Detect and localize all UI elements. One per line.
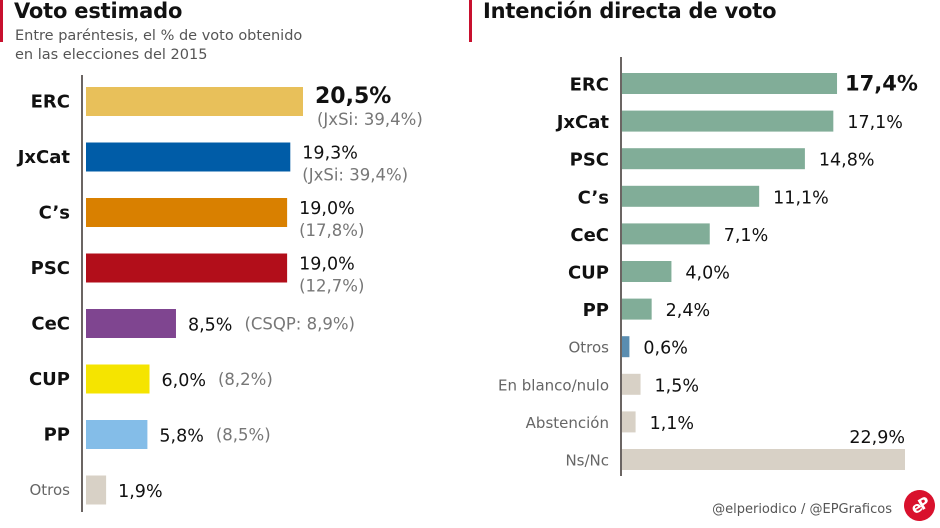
right-value-cup: 4,0%	[685, 264, 729, 284]
right-label-cup: CUP	[568, 263, 609, 284]
right-label-c-s: C’s	[578, 187, 609, 208]
right-bar-cec	[622, 223, 710, 245]
left-bar-psc	[86, 253, 288, 283]
right-value-en-blanco-nulo: 1,5%	[655, 376, 699, 396]
left-prev-cup: (8,2%)	[218, 370, 273, 389]
left-label-erc: ERC	[31, 92, 70, 113]
left-label-jxcat: JxCat	[16, 147, 71, 168]
left-value-cup: 6,0%	[162, 371, 206, 391]
right-label-otros: Otros	[568, 339, 609, 357]
title-accent-right	[469, 0, 472, 42]
left-value-erc: 20,5%	[315, 84, 391, 109]
right-label-en-blanco-nulo: En blanco/nulo	[498, 376, 609, 394]
right-bar-pp	[622, 298, 652, 320]
left-prev-jxcat: (JxSi: 39,4%)	[302, 166, 408, 185]
left-bar-cec	[86, 309, 176, 338]
left-prev-erc: (JxSi: 39,4%)	[317, 110, 423, 129]
left-value-cec: 8,5%	[188, 316, 232, 336]
right-label-ns-nc: Ns/Nc	[565, 452, 609, 470]
right-value-abstenci-n: 1,1%	[650, 414, 694, 434]
right-bar-erc	[622, 73, 838, 94]
right-label-cec: CeC	[570, 225, 609, 246]
footer-credit: @elperiodico / @EPGraficos	[712, 502, 892, 517]
left-prev-pp: (8,5%)	[216, 426, 271, 445]
left-value-jxcat: 19,3%	[302, 144, 358, 164]
right-value-cec: 7,1%	[724, 226, 768, 246]
right-label-erc: ERC	[570, 75, 609, 96]
left-prev-cec: (CSQP: 8,9%)	[244, 315, 355, 334]
right-value-psc: 14,8%	[819, 151, 875, 171]
right-label-abstenci-n: Abstención	[526, 414, 609, 432]
right-bar-otros	[622, 336, 630, 358]
left-bar-c-s	[86, 198, 288, 227]
left-label-pp: PP	[44, 425, 70, 446]
right-value-ns-nc: 22,9%	[849, 428, 905, 448]
right-bar-ns-nc	[622, 449, 905, 470]
left-label-c-s: C’s	[39, 203, 70, 224]
right-bar-jxcat	[622, 110, 834, 132]
right-label-psc: PSC	[570, 150, 609, 171]
left-value-psc: 19,0%	[299, 255, 355, 275]
subtitle-line-2: en las elecciones del 2015	[15, 47, 208, 63]
chart-subtitle: Entre paréntesis, el % de voto obtenido …	[15, 27, 302, 65]
left-label-otros: Otros	[29, 481, 70, 499]
right-value-otros: 0,6%	[643, 339, 687, 359]
chart-title-intencion-directa: Intención directa de voto	[483, 0, 777, 23]
right-value-pp: 2,4%	[666, 301, 710, 321]
chart-title-voto-estimado: Voto estimado	[14, 0, 183, 23]
right-bar-abstenci-n	[622, 411, 636, 433]
right-label-jxcat: JxCat	[555, 112, 610, 133]
right-value-jxcat: 17,1%	[847, 113, 903, 133]
left-value-otros: 1,9%	[118, 482, 162, 502]
left-label-cec: CeC	[31, 314, 70, 335]
left-bar-jxcat	[86, 142, 291, 172]
left-label-cup: CUP	[29, 369, 70, 390]
left-prev-c-s: (17,8%)	[299, 221, 364, 240]
subtitle-line-1: Entre paréntesis, el % de voto obtenido	[15, 28, 303, 44]
right-value-erc: 17,4%	[845, 72, 918, 96]
left-value-pp: 5,8%	[159, 427, 203, 447]
title-accent-left	[0, 0, 3, 42]
left-label-psc: PSC	[31, 258, 70, 279]
left-bar-pp	[86, 420, 148, 449]
right-bar-psc	[622, 148, 805, 170]
right-label-pp: PP	[583, 300, 609, 321]
left-bar-otros	[86, 475, 107, 505]
right-bar-cup	[622, 261, 672, 282]
left-prev-psc: (12,7%)	[299, 277, 364, 296]
left-bar-cup	[86, 364, 150, 394]
right-bar-en-blanco-nulo	[622, 373, 641, 395]
left-bar-erc	[86, 87, 303, 116]
right-value-c-s: 11,1%	[773, 188, 829, 208]
right-bar-c-s	[622, 185, 760, 207]
left-value-c-s: 19,0%	[299, 199, 355, 219]
